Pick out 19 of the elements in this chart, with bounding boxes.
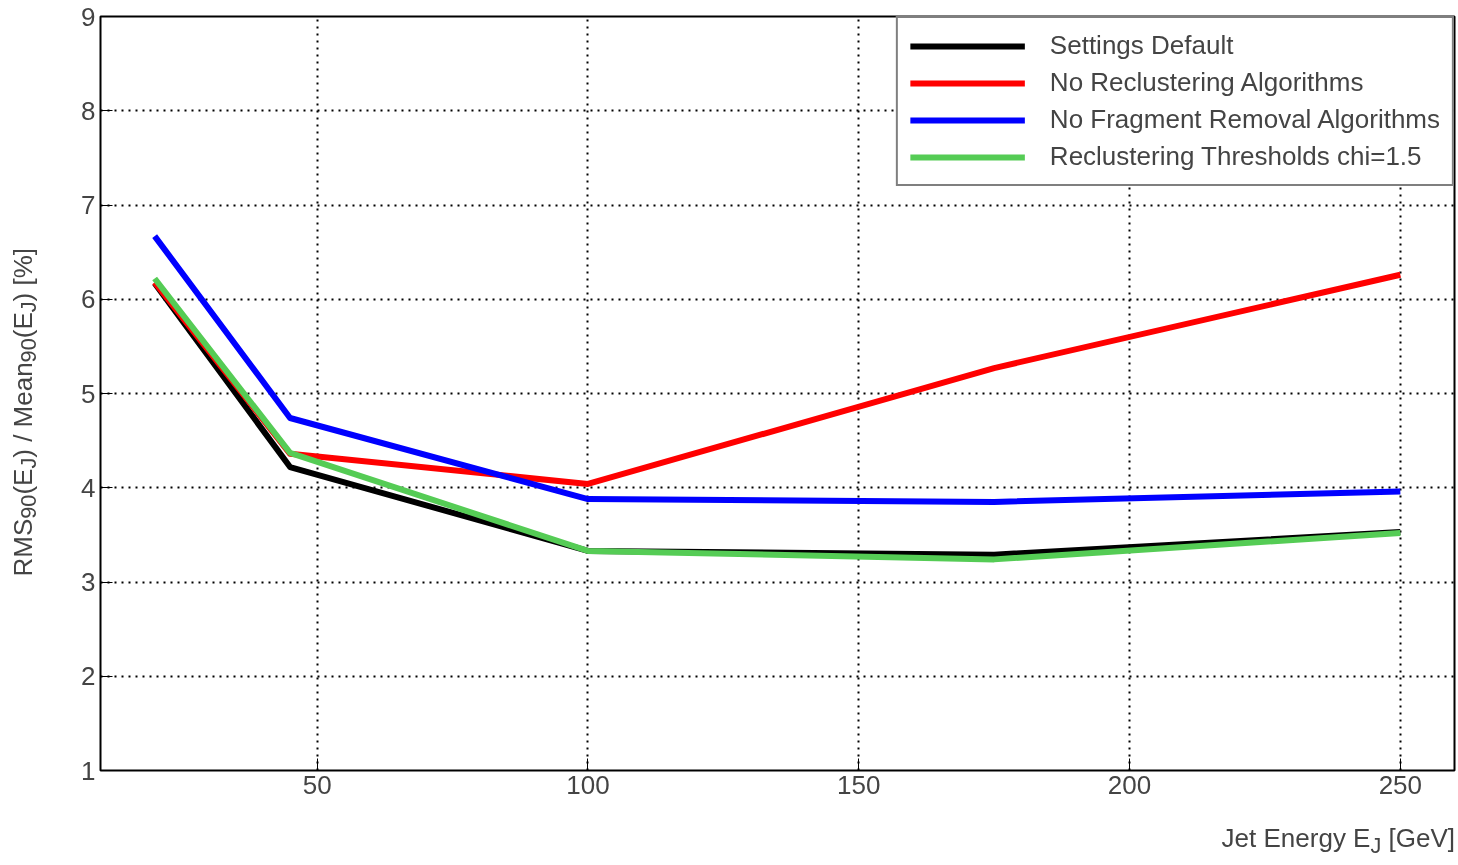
- y-tick-label: 5: [81, 378, 96, 409]
- y-tick-label: 6: [81, 284, 96, 315]
- y-tick-label: 9: [81, 1, 96, 32]
- x-tick-label: 150: [837, 769, 881, 800]
- x-tick-label: 250: [1378, 769, 1423, 800]
- x-tick-label: 200: [1107, 769, 1152, 800]
- y-tick-label: 2: [81, 661, 96, 692]
- x-tick-label: 50: [302, 769, 332, 800]
- y-tick-label: 7: [81, 190, 96, 220]
- legend-label: No Fragment Removal Algorithms: [1049, 104, 1440, 135]
- y-tick-label: 3: [81, 567, 96, 597]
- legend-label: Settings Default: [1049, 30, 1234, 61]
- y-tick-label: 8: [81, 95, 96, 126]
- x-tick-label: 100: [566, 769, 610, 800]
- y-tick-label: 4: [81, 472, 96, 503]
- x-axis-title: Jet Energy E$_{J}$ [GeV]: [1220, 822, 1455, 861]
- legend-label: No Reclustering Algorithms: [1049, 67, 1364, 98]
- legend-label: Reclustering Thresholds chi=1.5: [1049, 141, 1422, 172]
- y-tick-label: 1: [81, 755, 96, 786]
